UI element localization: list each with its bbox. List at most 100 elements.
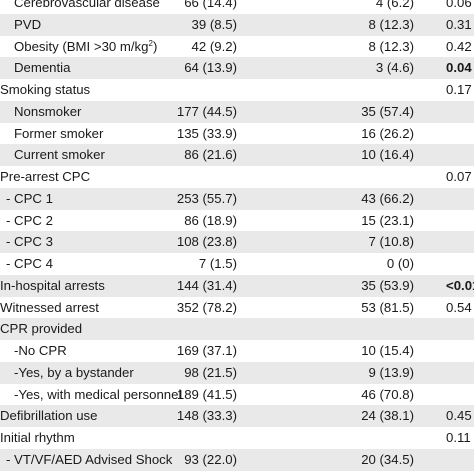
row-label: -Yes, with medical personnel: [14, 384, 181, 406]
row-label: PVD: [14, 14, 41, 36]
p-value: 0.31: [446, 16, 472, 32]
p-value: 0.17: [446, 82, 472, 97]
value-group-1: 108 (23.8): [176, 234, 237, 250]
value-group-1: 64 (13.9): [184, 60, 237, 76]
value-group-2: 20 (34.5): [361, 451, 414, 467]
table-row: Pre-arrest CPC 0.07: [0, 166, 474, 188]
row-label: Former smoker: [14, 123, 103, 145]
table-row: Nonsmoker 177 (44.5) 35 (57.4): [0, 100, 474, 123]
value-group-2: 7 (10.8): [368, 234, 414, 250]
p-value: <0.01: [446, 277, 474, 293]
value-group-1: 189 (41.5): [176, 386, 237, 402]
row-label: In-hospital arrests: [0, 275, 105, 297]
row-label: - CPC 3: [6, 231, 53, 253]
table-row: -Yes, by a bystander 98 (21.5) 9 (13.9): [0, 361, 474, 384]
row-label-text: Cerebrovascular disease: [14, 0, 160, 10]
value-group-2: 10 (16.4): [361, 147, 414, 163]
row-label: -No CPR: [14, 340, 67, 362]
value-group-2: 0 (0): [386, 256, 414, 271]
table-row: Obesity (BMI >30 m/kg2) 42 (9.2) 8 (12.3) 0…: [0, 36, 474, 58]
row-label-text: -Yes, with medical personnel: [14, 386, 182, 402]
row-label-text: Former smoker: [14, 125, 104, 141]
value-group-1: 93 (22.0): [184, 451, 237, 467]
row-label: Dementia: [14, 57, 70, 79]
row-label: Current smoker: [14, 144, 105, 166]
value-group-1: 169 (37.1): [176, 343, 237, 358]
row-label: Witnessed arrest: [0, 297, 99, 319]
row-label-text: Witnessed arrest: [0, 299, 99, 315]
table-row: In-hospital arrests 144 (31.4) 35 (53.9) <0…: [0, 274, 474, 297]
value-group-1: 42 (9.2): [191, 38, 237, 54]
table-row: Smoking status 0.17: [0, 79, 474, 101]
table-row: - VT/VF/AED Advised Shock 93 (22.0) 20 (34…: [0, 448, 474, 471]
row-label: Cerebrovascular disease: [14, 0, 160, 14]
row-label: - CPC 1: [6, 188, 53, 210]
value-group-2: 53 (81.5): [361, 299, 414, 315]
value-group-2: 35 (53.9): [361, 277, 414, 293]
value-group-1: 98 (21.5): [184, 364, 237, 380]
table-row: Witnessed arrest 352 (78.2) 53 (81.5) 0.54: [0, 297, 474, 319]
value-group-1: 86 (18.9): [184, 212, 237, 228]
row-label: - VT/VF/AED Advised Shock: [6, 449, 172, 471]
value-group-2: 4 (6.2): [375, 0, 414, 10]
row-label-text: Smoking status: [0, 82, 91, 97]
value-group-2: 15 (23.1): [361, 212, 414, 228]
row-label-suffix: ): [152, 38, 158, 54]
row-label-text: Defibrillation use: [0, 408, 98, 424]
p-value: 0.45: [446, 408, 472, 424]
table-row: CPR provided: [0, 318, 474, 340]
value-group-2: 16 (26.2): [361, 125, 414, 141]
value-group-2: 46 (70.8): [361, 386, 414, 402]
row-label-text: - CPC 3: [6, 234, 53, 250]
row-label-text: Obesity (BMI >30 m/kg: [14, 38, 149, 54]
row-label-text: Initial rhythm: [0, 430, 75, 445]
value-group-2: 43 (66.2): [361, 190, 414, 206]
value-group-2: 10 (15.4): [361, 343, 414, 358]
row-label-text: Pre-arrest CPC: [0, 169, 91, 184]
table-row: - CPC 4 7 (1.5) 0 (0): [0, 253, 474, 275]
value-group-1: 253 (55.7): [176, 190, 237, 206]
row-label: Smoking status: [0, 79, 90, 101]
value-group-1: 352 (78.2): [176, 299, 237, 315]
row-label: Initial rhythm: [0, 427, 75, 449]
p-value: 0.54: [446, 299, 472, 315]
value-group-1: 86 (21.6): [184, 147, 237, 163]
row-label-text: Nonsmoker: [14, 103, 82, 119]
value-group-1: 66 (14.4): [184, 0, 237, 10]
table-row: Defibrillation use 148 (33.3) 24 (38.1) 0.4…: [0, 405, 474, 427]
value-group-1: 144 (31.4): [176, 277, 237, 293]
value-group-1: 39 (8.5): [191, 16, 237, 32]
row-label-text: CPR provided: [0, 321, 83, 337]
value-group-1: 148 (33.3): [176, 408, 237, 424]
p-value: 0.07: [446, 169, 472, 184]
table-row: Cerebrovascular disease 66 (14.4) 4 (6.2) 0…: [0, 0, 474, 14]
row-label: Defibrillation use: [0, 405, 98, 427]
table-row: - CPC 1 253 (55.7) 43 (66.2): [0, 187, 474, 210]
row-label: Obesity (BMI >30 m/kg2): [14, 36, 157, 58]
table-row: PVD 39 (8.5) 8 (12.3) 0.31: [0, 13, 474, 36]
row-label-text: Dementia: [14, 60, 71, 76]
row-label: - CPC 2: [6, 210, 53, 232]
row-label: CPR provided: [0, 318, 82, 340]
p-value: 0.42: [446, 38, 472, 54]
row-label: -Yes, by a bystander: [14, 362, 134, 384]
value-group-2: 24 (38.1): [361, 408, 414, 424]
value-group-1: 135 (33.9): [176, 125, 237, 141]
row-label-superscript: 2: [148, 38, 153, 48]
table-row: -No CPR 169 (37.1) 10 (15.4): [0, 340, 474, 362]
row-label-text: - CPC 4: [6, 256, 53, 271]
row-label-text: Current smoker: [14, 147, 105, 163]
table-row: - CPC 2 86 (18.9) 15 (23.1): [0, 210, 474, 232]
value-group-2: 8 (12.3): [368, 38, 414, 54]
row-label: - CPC 4: [6, 253, 53, 275]
table-row: Former smoker 135 (33.9) 16 (26.2): [0, 123, 474, 145]
value-group-2: 9 (13.9): [368, 364, 414, 380]
value-group-1: 7 (1.5): [198, 256, 237, 271]
value-group-2: 8 (12.3): [368, 16, 414, 32]
p-value: 0.11: [446, 430, 471, 445]
row-label: Nonsmoker: [14, 101, 81, 123]
row-label-text: - CPC 1: [6, 190, 53, 206]
row-label-text: PVD: [14, 16, 42, 32]
value-group-2: 3 (4.6): [375, 60, 414, 76]
